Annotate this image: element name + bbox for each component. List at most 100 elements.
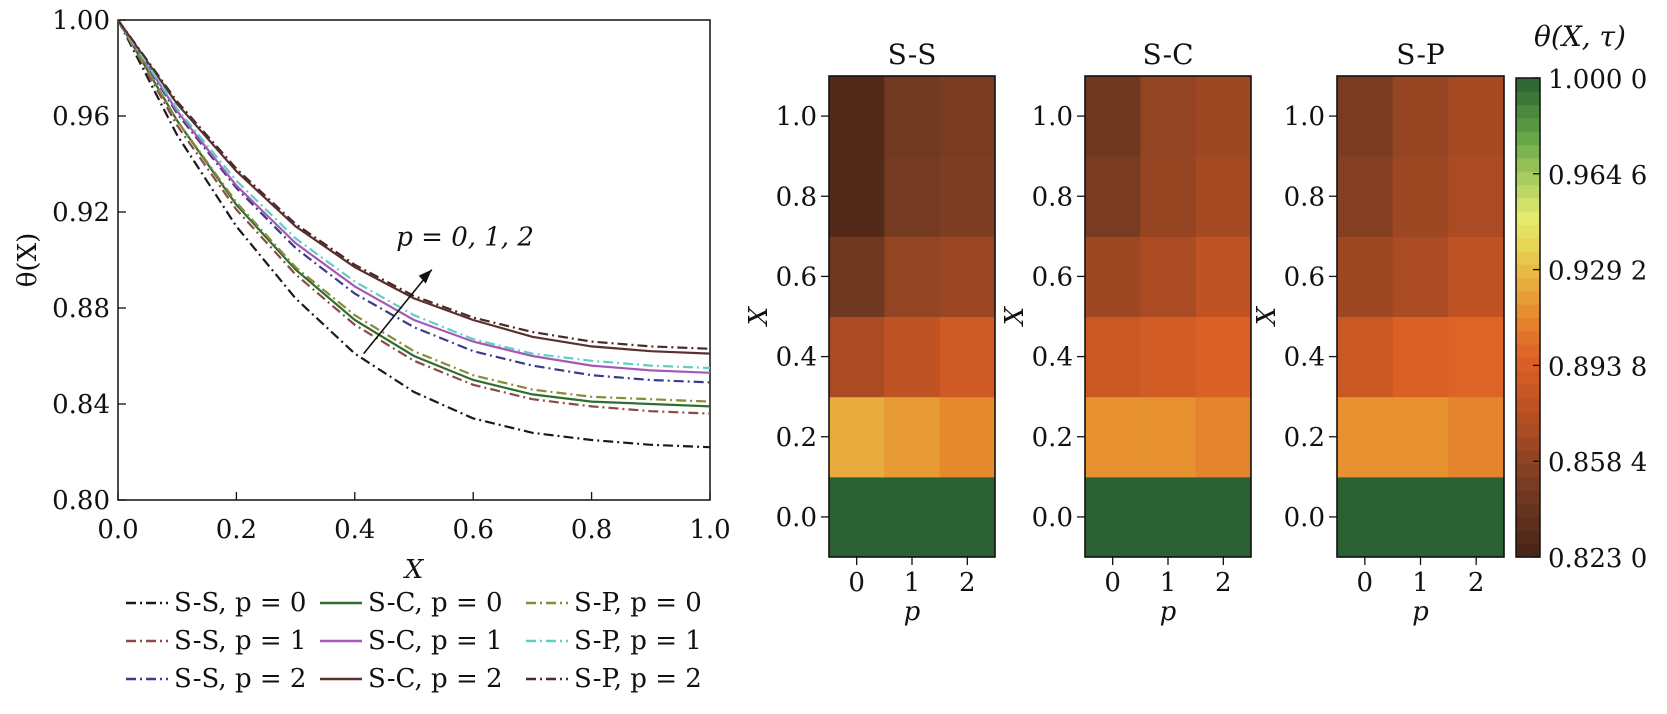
heatmap-cell bbox=[1085, 156, 1141, 237]
heatmap-cell bbox=[1448, 236, 1505, 317]
heatmap-title: S-S bbox=[888, 38, 937, 71]
heatmap-cell bbox=[939, 76, 996, 157]
y-tick-label: 1.00 bbox=[52, 6, 110, 36]
annotation-arrow-head bbox=[418, 269, 432, 284]
heatmap-cell bbox=[1140, 156, 1197, 237]
heatmap-cell bbox=[884, 236, 941, 317]
x-tick-label: 0 bbox=[1104, 568, 1121, 598]
heatmap-cell bbox=[1195, 476, 1252, 558]
series-line bbox=[117, 19, 711, 374]
series-line bbox=[117, 19, 711, 355]
x-axis-label: p bbox=[1412, 597, 1429, 627]
legend-label: S-P, p = 2 bbox=[574, 664, 702, 694]
colorbar-band bbox=[1516, 184, 1540, 199]
series-line bbox=[117, 19, 711, 384]
heatmap-cell bbox=[1448, 316, 1505, 398]
y-tick-label: 0.0 bbox=[1284, 503, 1325, 533]
heatmap-cell bbox=[1195, 316, 1252, 398]
colorbar-band bbox=[1516, 330, 1540, 345]
heatmap-cell bbox=[1140, 76, 1197, 157]
colorbar-band bbox=[1516, 117, 1540, 132]
x-tick-label: 0.4 bbox=[334, 515, 375, 545]
heatmap-cell bbox=[884, 476, 941, 558]
legend-label: S-C, p = 1 bbox=[368, 626, 503, 656]
heatmap-cell bbox=[1392, 76, 1449, 157]
heatmap-cell bbox=[1337, 76, 1394, 157]
legend-label: S-C, p = 2 bbox=[368, 664, 503, 694]
colorbar-band bbox=[1516, 503, 1540, 518]
heatmap-cell bbox=[1337, 396, 1394, 478]
x-axis-label: p bbox=[1160, 597, 1177, 627]
y-tick-label: 0.8 bbox=[776, 182, 817, 212]
heatmap-cell bbox=[1392, 156, 1449, 237]
annotation-label: p = 0, 1, 2 bbox=[396, 223, 534, 253]
heatmap-cell bbox=[1195, 236, 1252, 317]
legend-label: S-P, p = 1 bbox=[574, 626, 702, 656]
colorbar-band bbox=[1516, 104, 1540, 119]
line-chart-panel: 0.0 0.2 0.4 0.6 0.8 1.0 0.80 0.84 0.88 0.92 0.96 1.… bbox=[13, 6, 731, 694]
colorbar-band bbox=[1516, 277, 1540, 292]
heatmap-cell bbox=[1195, 396, 1252, 478]
colorbar-band bbox=[1516, 410, 1540, 425]
x-tick-label: 0 bbox=[1357, 568, 1374, 598]
colorbar-band bbox=[1516, 304, 1540, 319]
colorbar-band bbox=[1516, 211, 1540, 225]
heatmap-cell bbox=[1195, 156, 1252, 237]
colorbar-band bbox=[1516, 157, 1540, 172]
heatmap-cell bbox=[939, 236, 996, 317]
y-tick-label: 0.8 bbox=[1284, 182, 1325, 212]
x-tick-label: 0.6 bbox=[453, 515, 494, 545]
y-tick-label: 0.92 bbox=[52, 198, 110, 228]
heatmap-title: S-C bbox=[1142, 38, 1193, 71]
y-tick-label: 0.88 bbox=[52, 294, 110, 324]
heatmap-cell bbox=[1140, 236, 1197, 317]
colorbar-tick-label: 0.964 6 bbox=[1548, 161, 1647, 191]
legend-label: S-C, p = 0 bbox=[368, 588, 503, 618]
y-tick-label: 1.0 bbox=[776, 102, 817, 132]
heatmap-cell bbox=[1448, 156, 1505, 237]
colorbar-band bbox=[1516, 131, 1540, 146]
y-axis-label: θ(X) bbox=[13, 233, 43, 287]
x-tick-label: 0 bbox=[848, 568, 865, 598]
heatmap-cell bbox=[1337, 156, 1394, 237]
colorbar-tick-label: 0.893 8 bbox=[1548, 352, 1647, 382]
heatmap-cell bbox=[1448, 476, 1505, 558]
heatmap-cell bbox=[884, 156, 941, 237]
x-tick-label: 1 bbox=[1160, 568, 1177, 598]
y-axis-label: X bbox=[744, 305, 774, 327]
y-tick-label: 0.0 bbox=[776, 503, 817, 533]
heatmap-cell bbox=[1392, 316, 1449, 398]
heatmap-cell bbox=[829, 76, 885, 157]
colorbar-band bbox=[1516, 237, 1540, 252]
heatmap-cell bbox=[1140, 396, 1197, 478]
series-line bbox=[117, 19, 711, 350]
y-tick-label: 0.4 bbox=[1032, 343, 1073, 373]
colorbar-band bbox=[1516, 171, 1540, 186]
heatmap-cell bbox=[829, 476, 885, 558]
series-line bbox=[117, 19, 711, 403]
y-tick-label: 1.0 bbox=[1284, 102, 1325, 132]
heatmap-cell bbox=[1140, 476, 1197, 558]
colorbar-band bbox=[1516, 290, 1540, 305]
legend-label: S-S, p = 2 bbox=[174, 664, 306, 694]
colorbar-band bbox=[1516, 423, 1540, 438]
heatmap-cell bbox=[829, 236, 885, 317]
y-axis-label: X bbox=[1000, 305, 1030, 327]
heatmap-cell bbox=[829, 316, 885, 398]
heatmap-cell bbox=[829, 396, 885, 478]
heatmap-s-p: S-P 0.0 0.2 0.4 0.6 0.8 1.0 0 1 2 p X bbox=[1252, 38, 1505, 627]
heatmap-cell bbox=[1085, 396, 1141, 478]
heatmap-cell bbox=[939, 316, 996, 398]
colorbar-band bbox=[1516, 250, 1540, 265]
y-tick-label: 0.80 bbox=[52, 486, 110, 516]
legend-label: S-S, p = 1 bbox=[174, 626, 306, 656]
y-tick-label: 0.6 bbox=[1032, 262, 1073, 292]
y-tick-label: 0.96 bbox=[52, 102, 110, 132]
heatmap-cell bbox=[1337, 236, 1394, 317]
heatmap-cell bbox=[1337, 316, 1394, 398]
heatmap-cell bbox=[1337, 476, 1394, 558]
colorbar-band bbox=[1516, 317, 1540, 332]
colorbar-band bbox=[1516, 463, 1540, 478]
x-tick-label: 0.8 bbox=[571, 515, 612, 545]
